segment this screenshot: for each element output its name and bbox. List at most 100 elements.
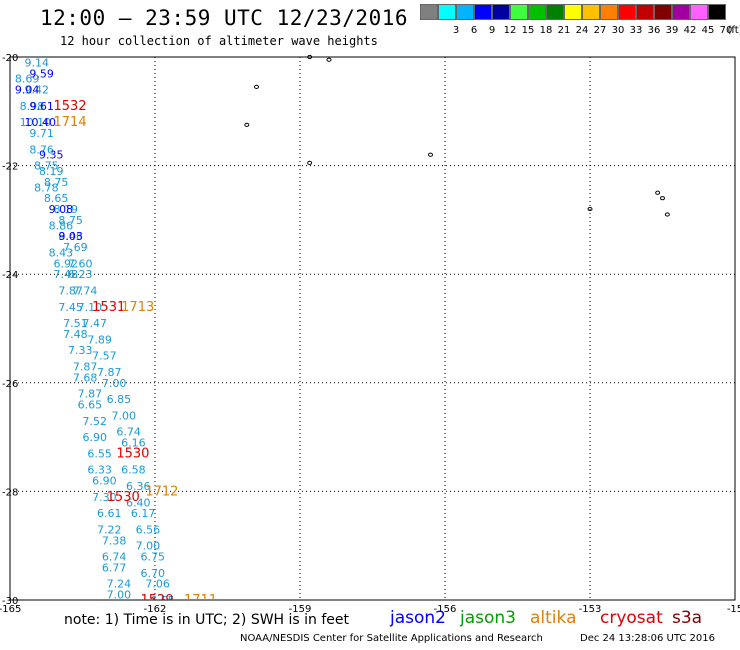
swh-label: 6.70 (141, 567, 166, 580)
legend-swatch (654, 4, 672, 20)
swh-label: 7.87 (58, 284, 82, 297)
island (428, 152, 433, 157)
swh-label: 7.60 (68, 257, 93, 270)
swh-label: 7.74 (73, 284, 98, 297)
swh-label: 6.23 (68, 268, 93, 281)
swh-label: 6.61 (97, 507, 122, 520)
swh-label: 8.76 (29, 143, 54, 156)
swh-label: 8.75 (34, 160, 59, 173)
lat-tick-label: -26 (2, 379, 18, 390)
swh-label: 9.71 (29, 127, 54, 140)
swh-label: 9.08 (49, 203, 74, 216)
satellite-jason2: jason2 (390, 608, 446, 628)
lat-tick-label: -22 (2, 162, 18, 173)
page-subtitle: 12 hour collection of altimeter wave hei… (60, 34, 378, 48)
swh-label: 8.19 (39, 165, 64, 178)
swh-label: 8.43 (49, 246, 74, 259)
swh-label: 7.52 (83, 415, 108, 428)
swh-label: 8.19 (54, 203, 79, 216)
swh-label: 8.75 (58, 214, 82, 227)
swh-label: 7.24 (107, 578, 131, 591)
swh-label: 9.61 (29, 100, 54, 113)
island (244, 122, 250, 127)
satellite-cryosat: cryosat (600, 608, 663, 628)
footer-credit: NOAA/NESDIS Center for Satellite Applica… (240, 633, 543, 644)
swh-label: 7.69 (63, 241, 88, 254)
time-label: 1713 (121, 300, 154, 315)
swh-label: 7.89 (87, 333, 112, 346)
swh-label: 10.40 (25, 116, 57, 129)
island (326, 57, 332, 62)
swh-label: 6.65 (78, 399, 103, 412)
swh-label: 6.17 (131, 507, 156, 520)
swh-label: 8.75 (44, 176, 68, 189)
legend-label: 24 (575, 25, 589, 36)
swh-label: 6.90 (83, 431, 108, 444)
note-text: note: 1) Time is in UTC; 2) SWH is in fe… (64, 612, 350, 628)
footer-timestamp: Dec 24 13:28:06 UTC 2016 (580, 633, 715, 644)
swh-label: 7.06 (145, 578, 170, 591)
swh-label: 6.40 (126, 496, 151, 509)
swh-label: 6.16 (121, 437, 145, 450)
legend-label: 21 (557, 25, 571, 36)
legend-swatch (672, 4, 690, 20)
island (587, 206, 593, 212)
island (254, 84, 259, 89)
lat-tick-label: -28 (2, 487, 18, 498)
legend-swatch (510, 4, 528, 20)
legend-label: 9 (488, 25, 496, 36)
swh-label: 7.87 (78, 388, 103, 401)
swh-label: 9.35 (39, 149, 64, 162)
island (655, 190, 661, 195)
satellite-altika: altika (530, 608, 577, 628)
legend-label: 33 (629, 25, 643, 36)
legend-swatch (690, 4, 708, 20)
swh-label: 8.98 (20, 100, 44, 113)
swh-label: 7.30 (92, 491, 117, 504)
swh-label: 7.00 (102, 377, 127, 390)
legend-swatch (636, 4, 654, 20)
swh-label: 6.77 (102, 561, 127, 574)
swh-label: 7.00 (116, 632, 141, 645)
lon-tick-label: -159 (289, 604, 312, 615)
swh-label: 6.75 (141, 551, 166, 564)
swh-label: 6.36 (126, 480, 151, 493)
swh-label: 8.69 (15, 73, 40, 86)
legend-label: 27 (593, 25, 607, 36)
legend-label: 36 (647, 25, 661, 36)
swh-label: 8.46 (58, 230, 82, 243)
time-label: 1531 (92, 300, 125, 315)
legend-swatch (708, 4, 726, 20)
legend-label: 6 (470, 25, 478, 36)
legend-label: 12 (503, 25, 517, 36)
swh-label: 6.56 (136, 523, 161, 536)
lon-tick-label: -15 (727, 604, 740, 615)
swh-label: 8.86 (49, 219, 74, 232)
legend-swatch (420, 4, 438, 20)
lat-tick-label: -24 (2, 270, 18, 281)
swh-label: 7.38 (102, 534, 127, 547)
swh-label: 9.03 (58, 230, 82, 243)
legend-swatch (600, 4, 618, 20)
legend-label: 45 (701, 25, 715, 36)
time-label: 1532 (54, 99, 87, 114)
legend-swatch (528, 4, 546, 20)
island (660, 196, 665, 201)
time-label: 1529 (141, 593, 174, 608)
swh-label: 6.33 (87, 464, 112, 477)
island (307, 54, 313, 60)
legend-label: 39 (665, 25, 679, 36)
swh-label: 6.90 (92, 475, 117, 488)
satellite-s3a: s3a (672, 608, 703, 628)
legend-label: 3 (452, 25, 460, 36)
swh-label: 6.74 (116, 426, 141, 439)
legend-swatch (438, 4, 456, 20)
swh-label: 7.47 (83, 317, 108, 330)
swh-label: 7.48 (63, 328, 88, 341)
swh-label: 6.55 (150, 594, 175, 607)
swh-label: 9.14 (25, 56, 50, 69)
swh-label: 7.00 (107, 589, 131, 602)
legend-swatch (456, 4, 474, 20)
lon-tick-label: -165 (0, 604, 21, 615)
